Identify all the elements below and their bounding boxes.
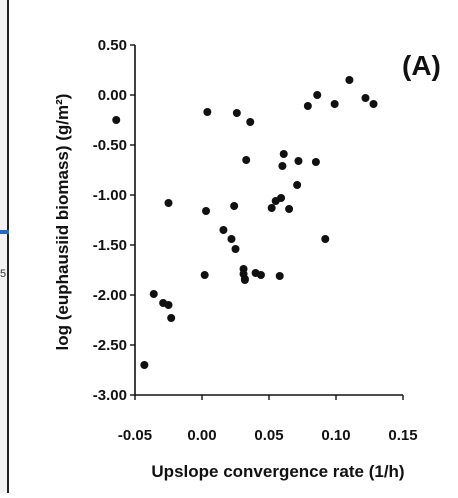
data-point — [140, 361, 149, 369]
data-point — [256, 271, 265, 279]
data-point — [277, 194, 286, 202]
adjacent-window-digit: 5 — [0, 268, 7, 280]
x-tick-label: 0.05 — [254, 427, 283, 444]
data-point — [112, 116, 121, 124]
y-tick-label: -0.50 — [93, 137, 127, 154]
y-axis-ticks: 0.50 0.00 -0.50 -1.00 -1.50 -2.00 -2.50 -3.00 — [93, 37, 135, 404]
data-point — [227, 235, 236, 243]
data-point — [321, 235, 330, 243]
data-point — [345, 76, 354, 84]
data-point — [285, 205, 294, 213]
adjacent-window-accent — [0, 230, 9, 234]
data-point — [303, 102, 312, 110]
x-tick-label: 0.10 — [321, 427, 350, 444]
data-point — [246, 118, 255, 126]
y-tick-label: -3.00 — [93, 387, 127, 404]
data-point — [278, 162, 287, 170]
data-points — [112, 76, 378, 369]
data-point — [219, 226, 228, 234]
data-point — [231, 245, 240, 253]
data-point — [242, 156, 251, 164]
x-axis-ticks: -0.05 0.00 0.05 0.10 0.15 — [118, 395, 418, 444]
data-point — [294, 157, 303, 165]
y-tick-label: 0.50 — [98, 37, 127, 54]
y-tick-label: -2.50 — [93, 337, 127, 354]
y-tick-label: 0.00 — [98, 87, 127, 104]
y-tick-label: -2.00 — [93, 287, 127, 304]
data-point — [203, 108, 212, 116]
data-point — [275, 272, 284, 280]
data-point — [149, 290, 158, 298]
x-tick-label: 0.00 — [187, 427, 216, 444]
data-point — [293, 181, 302, 189]
data-point — [230, 202, 239, 210]
data-point — [361, 94, 370, 102]
y-axis-title: log (euphausiid biomass) (g/m²) — [53, 94, 72, 351]
data-point — [369, 100, 378, 108]
data-point — [200, 271, 209, 279]
data-point — [313, 91, 322, 99]
x-axis-title: Upslope convergence rate (1/h) — [151, 462, 404, 481]
data-point — [202, 207, 211, 215]
data-point — [311, 158, 320, 166]
adjacent-window-edge — [0, 0, 9, 493]
y-tick-label: -1.00 — [93, 187, 127, 204]
data-point — [267, 204, 276, 212]
data-point — [330, 100, 339, 108]
data-point — [240, 276, 249, 284]
y-tick-label: -1.50 — [93, 237, 127, 254]
data-point — [167, 314, 176, 322]
data-point — [164, 199, 173, 207]
panel-label: (A) — [402, 50, 441, 81]
x-tick-label: -0.05 — [118, 427, 152, 444]
data-point — [164, 301, 173, 309]
data-point — [232, 109, 241, 117]
data-point — [279, 150, 288, 158]
x-tick-label: 0.15 — [388, 427, 417, 444]
